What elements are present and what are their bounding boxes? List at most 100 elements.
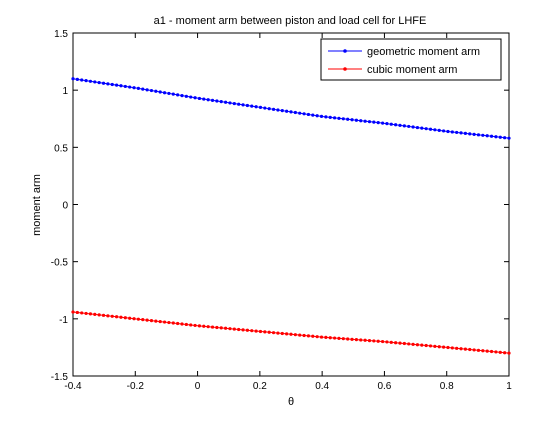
- series-marker: [398, 341, 402, 345]
- series-marker: [328, 115, 332, 119]
- series-marker: [302, 112, 306, 116]
- series-marker: [97, 80, 101, 85]
- series-marker: [228, 327, 232, 331]
- series-marker: [472, 132, 476, 136]
- series-marker: [167, 91, 171, 96]
- series-marker: [442, 129, 446, 133]
- series-marker: [289, 332, 293, 336]
- x-tick-label: -0.4: [64, 381, 82, 392]
- series-marker: [101, 81, 106, 85]
- series-marker: [376, 121, 380, 125]
- series-marker: [319, 114, 324, 118]
- series-marker: [245, 103, 249, 108]
- series-marker: [267, 330, 271, 334]
- series-marker: [71, 310, 75, 314]
- x-axis-label: θ: [288, 396, 294, 408]
- series-marker: [136, 317, 140, 321]
- y-axis: 1.5 1 0.5 0 -0.5 -1 -1.5: [51, 29, 509, 383]
- series-marker: [101, 313, 106, 317]
- series-marker: [237, 327, 241, 332]
- x-tick-label: 0.2: [253, 381, 267, 392]
- series-marker: [210, 325, 215, 329]
- series-marker: [271, 107, 276, 111]
- legend-marker-geometric: [343, 49, 347, 53]
- series-marker: [428, 344, 433, 348]
- x-tick-label: 0.6: [377, 381, 391, 392]
- series-marker: [176, 93, 180, 97]
- series-marker: [97, 313, 101, 317]
- series-marker: [372, 339, 376, 343]
- series-marker: [276, 331, 280, 335]
- series-marker: [171, 92, 175, 96]
- series-marker: [503, 136, 507, 140]
- series-marker: [324, 335, 328, 340]
- series-marker: [202, 324, 206, 328]
- series-marker: [80, 311, 84, 315]
- series-marker: [267, 107, 271, 111]
- series-marker: [123, 316, 127, 320]
- series-marker: [455, 346, 459, 350]
- series-marker: [141, 318, 145, 322]
- series-marker: [385, 122, 389, 126]
- series-marker: [468, 347, 472, 352]
- series-marker: [494, 135, 498, 139]
- series-marker: [346, 337, 350, 341]
- series-marker: [128, 85, 132, 89]
- series-marker: [433, 128, 437, 132]
- series-marker: [446, 345, 450, 350]
- series-marker: [424, 127, 428, 131]
- series-marker: [485, 134, 489, 138]
- series-marker: [507, 136, 511, 140]
- series-marker: [407, 342, 411, 346]
- series-marker: [394, 341, 398, 345]
- series-marker: [463, 131, 467, 135]
- series-marker: [84, 311, 88, 316]
- x-tick-label: 0.8: [440, 381, 454, 392]
- series-marker: [463, 347, 467, 351]
- series-marker: [171, 321, 175, 325]
- series-marker: [224, 326, 228, 330]
- series-marker: [389, 340, 393, 344]
- series-marker: [241, 103, 245, 107]
- series-marker: [298, 333, 302, 337]
- series-marker: [476, 348, 481, 352]
- series-marker: [380, 339, 385, 344]
- series-marker: [219, 100, 223, 104]
- series-marker: [119, 84, 123, 88]
- series-marker: [359, 338, 363, 342]
- series-marker: [407, 124, 411, 129]
- series-marker: [498, 135, 502, 139]
- series-marker: [398, 123, 402, 127]
- series-marker: [180, 93, 184, 98]
- series-marker: [80, 78, 84, 82]
- series-marker: [481, 133, 485, 137]
- series-marker: [420, 343, 424, 347]
- x-tick-label: 0: [195, 381, 201, 392]
- series-marker: [450, 346, 454, 350]
- series-marker: [489, 349, 494, 354]
- series-marker: [245, 328, 249, 332]
- series-marker: [315, 114, 319, 118]
- series-marker: [123, 84, 127, 89]
- series-marker: [250, 329, 254, 333]
- legend-label-cubic: cubic moment arm: [367, 64, 457, 76]
- series-marker: [306, 112, 311, 117]
- series-marker: [293, 110, 297, 115]
- legend-box: [320, 38, 502, 81]
- series-cubic: [71, 310, 511, 355]
- series-marker: [420, 126, 424, 130]
- series-marker: [106, 82, 110, 86]
- series-marker: [263, 106, 267, 110]
- series-marker: [311, 334, 315, 338]
- series-marker: [455, 130, 459, 135]
- series-marker: [363, 338, 367, 342]
- series-marker: [193, 323, 197, 328]
- series-marker: [394, 123, 398, 127]
- series-marker: [145, 318, 149, 322]
- series-marker: [302, 333, 306, 338]
- y-tick-label: 0.5: [54, 143, 68, 154]
- series-marker: [158, 319, 162, 324]
- series-marker: [228, 101, 232, 105]
